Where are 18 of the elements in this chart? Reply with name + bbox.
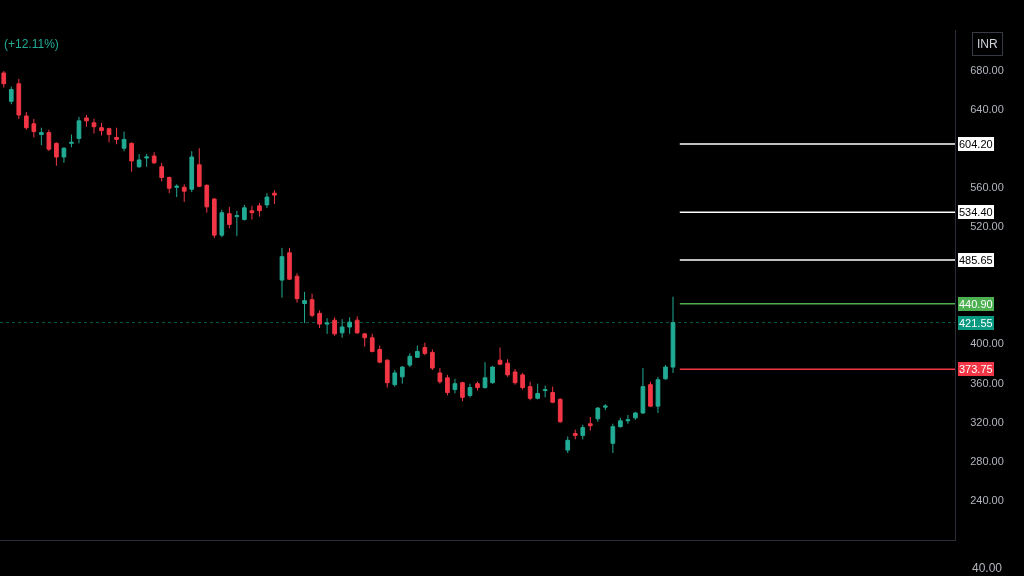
- y-tick-label: 240.00: [970, 493, 1004, 506]
- ref-line-label: 485.65: [959, 254, 993, 266]
- y-tick-label: 280.00: [970, 454, 1004, 467]
- text: 40.00: [972, 561, 1003, 575]
- ref-line-label: 440.90: [959, 298, 993, 310]
- ref-line-label: 373.75: [959, 363, 993, 375]
- y-tick-label: 360.00: [970, 376, 1004, 389]
- annotation: (+12.11%): [4, 37, 59, 51]
- text: INR: [977, 37, 998, 51]
- y-tick-label: 560.00: [970, 181, 1004, 194]
- ref-line-label: 421.55: [959, 317, 993, 329]
- y-tick-label: 400.00: [970, 337, 1004, 350]
- ref-line-label: 604.20: [959, 138, 993, 150]
- y-tick-label: 520.00: [970, 220, 1004, 233]
- ref-line-label: 534.40: [959, 206, 993, 218]
- y-tick-label: 320.00: [970, 415, 1004, 428]
- y-tick-label: 680.00: [970, 63, 1004, 76]
- y-tick-label: 640.00: [970, 102, 1004, 115]
